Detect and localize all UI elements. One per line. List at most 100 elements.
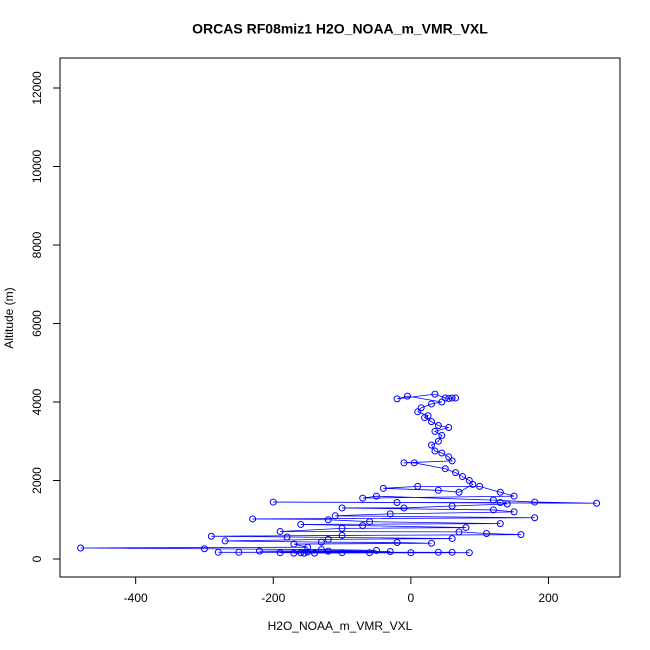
x-tick-label: -400 — [124, 591, 148, 605]
data-point — [421, 414, 429, 422]
data-point — [300, 549, 308, 557]
data-point — [366, 518, 374, 526]
data-point — [441, 465, 449, 473]
data-point — [283, 533, 291, 541]
data-point — [496, 520, 504, 528]
data-point — [438, 449, 446, 457]
data-point — [434, 548, 442, 556]
data-point — [434, 486, 442, 494]
data-point — [359, 522, 367, 530]
data-point — [379, 484, 387, 492]
data-point — [441, 394, 449, 402]
data-point — [431, 427, 439, 435]
data-point — [269, 498, 277, 506]
data-point — [297, 549, 305, 557]
data-point — [400, 459, 408, 467]
data-point — [465, 549, 473, 557]
data-point — [393, 395, 401, 403]
data-point — [427, 418, 435, 426]
plot-frame — [59, 57, 621, 578]
data-point — [517, 531, 525, 539]
data-point — [338, 504, 346, 512]
data-point — [386, 510, 394, 518]
data-point — [469, 480, 477, 488]
data-point — [531, 514, 539, 522]
data-point — [359, 494, 367, 502]
data-point — [483, 529, 491, 537]
data-point — [417, 404, 425, 412]
data-point — [249, 515, 257, 523]
data-point — [338, 524, 346, 532]
data-point — [317, 546, 325, 554]
data-point — [427, 539, 435, 547]
data-point — [496, 488, 504, 496]
data-point — [290, 549, 298, 557]
data-point — [448, 502, 456, 510]
data-point — [304, 543, 312, 551]
data-point — [427, 441, 435, 449]
x-axis-label: H2O_NOAA_m_VMR_VXL — [268, 619, 413, 633]
data-point — [455, 528, 463, 536]
x-tick-label: 0 — [408, 591, 415, 605]
y-tick-label: 4000 — [30, 388, 44, 415]
y-axis-label: Altitude (m) — [2, 287, 16, 348]
data-point — [207, 532, 215, 540]
data-point — [77, 544, 85, 552]
y-tick-label: 8000 — [30, 231, 44, 258]
data-point — [452, 394, 460, 402]
data-point — [438, 431, 446, 439]
data-point — [448, 394, 456, 402]
data-point — [372, 492, 380, 500]
data-point — [431, 390, 439, 398]
data-point — [256, 547, 264, 555]
data-point — [531, 498, 539, 506]
data-point — [448, 535, 456, 543]
data-point — [324, 535, 332, 543]
data-point — [445, 423, 453, 431]
data-point — [221, 537, 229, 545]
data-point — [324, 516, 332, 524]
data-point — [403, 392, 411, 400]
data-point — [393, 538, 401, 546]
data-point — [200, 545, 208, 553]
data-point — [324, 547, 332, 555]
data-point — [496, 498, 504, 506]
data-point — [510, 508, 518, 516]
data-point — [445, 453, 453, 461]
y-tick-label: 0 — [30, 555, 44, 562]
data-point — [400, 504, 408, 512]
data-point — [424, 412, 432, 420]
data-point — [448, 548, 456, 556]
data-point — [386, 548, 394, 556]
data-point — [393, 498, 401, 506]
y-tick-label: 12000 — [30, 71, 44, 105]
x-tick-label: -200 — [261, 591, 285, 605]
data-point — [510, 492, 518, 500]
data-point — [372, 546, 380, 554]
chart-title: ORCAS RF08miz1 H2O_NOAA_m_VMR_VXL — [192, 21, 488, 37]
data-point — [276, 528, 284, 536]
y-tick-label: 6000 — [30, 310, 44, 337]
data-point — [407, 549, 415, 557]
data-point — [489, 506, 497, 514]
data-point — [448, 457, 456, 465]
data-point — [452, 469, 460, 477]
data-point — [214, 548, 222, 556]
data-point — [431, 447, 439, 455]
data-point — [593, 499, 601, 507]
data-point — [366, 549, 374, 557]
data-point — [317, 538, 325, 546]
y-tick-label: 10000 — [30, 149, 44, 183]
data-point — [462, 524, 470, 532]
data-point — [304, 548, 312, 556]
data-point — [290, 540, 298, 548]
y-tick-label: 2000 — [30, 467, 44, 494]
data-point — [434, 437, 442, 445]
data-point — [338, 531, 346, 539]
data-point — [338, 549, 346, 557]
data-line — [80, 393, 597, 554]
data-point — [465, 476, 473, 484]
data-point — [297, 520, 305, 528]
x-tick-label: 200 — [538, 591, 558, 605]
